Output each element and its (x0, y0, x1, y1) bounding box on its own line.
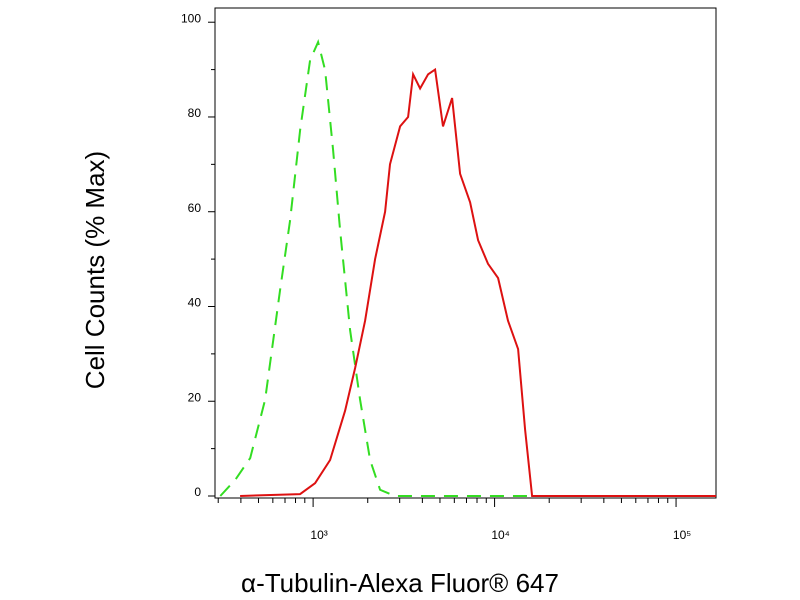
y-tick-label: 100 (181, 11, 201, 25)
histogram-line (240, 67, 716, 497)
x-tick-label: 10⁵ (673, 528, 691, 542)
y-tick-label: 40 (188, 296, 202, 310)
plot-frame (214, 7, 717, 499)
y-tick-label: 0 (194, 485, 201, 499)
x-axis-title: α-Tubulin-Alexa Fluor® 647 (241, 568, 559, 598)
histogram-line (219, 39, 540, 497)
x-tick-label: 10³ (310, 528, 327, 542)
y-tick-label: 20 (188, 390, 202, 404)
y-axis-title: Cell Counts (% Max) (80, 151, 110, 389)
y-tick-label: 60 (188, 201, 202, 215)
x-tick-label: 10⁴ (491, 528, 510, 542)
y-tick-label: 80 (188, 106, 202, 120)
